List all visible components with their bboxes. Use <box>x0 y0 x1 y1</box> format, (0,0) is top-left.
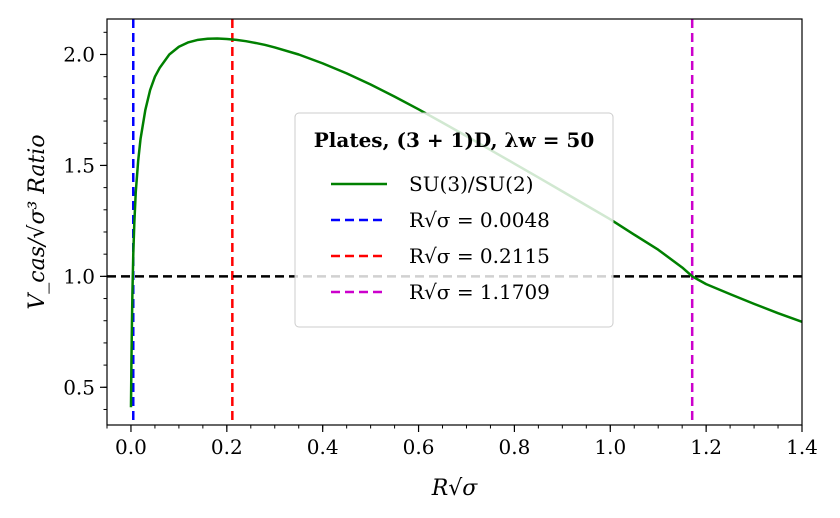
plot-data <box>107 19 802 425</box>
x-tick-label: 1.4 <box>786 435 818 459</box>
x-tick-label: 1.2 <box>690 435 722 459</box>
axes-frame <box>106 18 803 426</box>
legend-title: Plates, (3 + 1)D, λw = 50 <box>314 128 595 152</box>
axes: 0.0 0.2 0.4 0.6 0.8 1.0 1.2 1.4 0.5 1.0 1.5 2.0 R√σ V… <box>25 18 818 501</box>
legend: Plates, (3 + 1)D, λw = 50 SU(3)/SU(2) R√σ … <box>294 112 614 328</box>
legend-label-3: R√σ = 1.1709 <box>409 280 550 304</box>
x-tick-label: 0.0 <box>115 435 147 459</box>
legend-box <box>294 112 614 328</box>
y-axis-label: V_cas/√σ³ Ratio <box>25 134 50 309</box>
x-tick-label: 1.0 <box>594 435 626 459</box>
x-tick-label: 0.8 <box>499 435 531 459</box>
legend-label-0: SU(3)/SU(2) <box>409 172 534 196</box>
legend-label-2: R√σ = 0.2115 <box>409 244 550 268</box>
legend-label-1: R√σ = 0.0048 <box>409 208 550 232</box>
x-tick-label: 0.4 <box>307 435 339 459</box>
x-tick-label: 0.6 <box>403 435 435 459</box>
y-tick-label: 0.5 <box>63 375 95 399</box>
y-tick-label: 1.5 <box>63 153 95 177</box>
x-axis-label: R√σ <box>431 476 479 501</box>
y-tick-label: 2.0 <box>63 42 95 66</box>
plot-area <box>107 19 802 425</box>
x-tick-label: 0.2 <box>211 435 243 459</box>
y-tick-label: 1.0 <box>63 264 95 288</box>
series-line-0 <box>129 37 802 408</box>
